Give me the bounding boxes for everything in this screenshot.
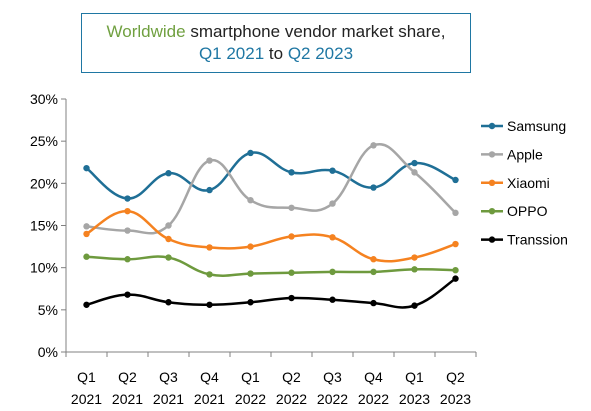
data-point-transsion (370, 299, 377, 307)
data-point-transsion (247, 299, 254, 306)
data-point-samsung (247, 149, 254, 157)
legend-marker-oppo (488, 208, 496, 215)
data-point-apple (124, 227, 131, 234)
title-part-end: Q2 2023 (287, 44, 354, 63)
data-point-oppo (165, 254, 172, 261)
chart-title: Worldwide smartphone vendor market share… (81, 13, 471, 73)
data-point-apple (288, 204, 295, 211)
data-point-oppo (124, 256, 131, 263)
data-point-samsung (124, 195, 131, 202)
series-line-xiaomi (85, 209, 456, 263)
data-point-transsion (288, 294, 295, 302)
data-point-transsion (411, 302, 418, 309)
data-point-oppo (83, 253, 90, 260)
data-point-oppo (370, 268, 377, 276)
data-point-oppo (247, 270, 254, 277)
x-tick-label-year: 2023 (399, 391, 430, 407)
x-tick-label-year: 2022 (317, 391, 348, 407)
x-tick-label-quarter: Q1 (241, 369, 260, 385)
y-tick-label: 25% (30, 133, 58, 149)
data-point-apple (83, 223, 90, 230)
data-point-transsion (206, 301, 213, 308)
title-part-main: smartphone vendor market share, (185, 22, 446, 41)
x-tick-label-year: 2022 (358, 391, 389, 407)
x-tick-label-year: 2021 (71, 391, 102, 407)
x-tick-label-quarter: Q3 (323, 369, 342, 385)
data-point-apple (329, 200, 336, 207)
data-point-oppo (452, 266, 459, 274)
data-point-oppo (411, 266, 418, 273)
legend-label-samsung: Samsung (507, 118, 566, 134)
data-point-xiaomi (83, 230, 90, 238)
data-point-transsion (329, 296, 336, 303)
x-tick-label-year: 2021 (153, 391, 184, 407)
x-tick-label-year: 2021 (194, 391, 225, 407)
data-point-apple (247, 197, 254, 204)
data-point-xiaomi (329, 234, 336, 241)
y-tick-label: 5% (38, 302, 58, 318)
data-point-transsion (165, 299, 172, 306)
y-tick-label: 10% (30, 260, 58, 276)
x-tick-label-year: 2021 (112, 391, 143, 407)
data-point-xiaomi (206, 244, 213, 251)
series-line-oppo (86, 255, 456, 277)
legend-label-xiaomi: Xiaomi (507, 175, 550, 191)
legend-marker-transsion (488, 236, 496, 243)
data-point-oppo (288, 269, 295, 276)
title-part-worldwide: Worldwide (106, 22, 186, 41)
legend-marker-xiaomi (488, 179, 496, 186)
legend-label-apple: Apple (507, 146, 543, 162)
x-tick-label-quarter: Q2 (118, 369, 137, 385)
data-point-oppo (206, 271, 213, 278)
data-point-samsung (165, 170, 172, 177)
series-line-apple (86, 142, 457, 235)
x-tick-label-quarter: Q2 (446, 369, 465, 385)
legend-label-transsion: Transsion (507, 232, 568, 248)
data-point-apple (452, 209, 459, 217)
data-point-samsung (83, 164, 90, 172)
data-point-apple (165, 222, 172, 229)
x-tick-label-quarter: Q1 (405, 369, 424, 385)
data-point-samsung (206, 186, 213, 194)
legend-marker-samsung (488, 122, 496, 130)
x-tick-label-quarter: Q1 (77, 369, 96, 385)
data-point-samsung (370, 184, 377, 191)
data-point-transsion (124, 291, 131, 298)
x-tick-label-quarter: Q4 (200, 369, 219, 385)
title-part-start: Q1 2021 (198, 44, 265, 63)
data-point-samsung (411, 159, 418, 167)
y-tick-label: 20% (30, 175, 58, 191)
x-tick-label-quarter: Q4 (364, 369, 383, 385)
data-point-samsung (288, 169, 295, 176)
data-point-xiaomi (452, 240, 459, 248)
data-point-xiaomi (288, 233, 295, 240)
data-point-transsion (452, 275, 459, 282)
x-tick-label-quarter: Q2 (282, 369, 301, 385)
y-tick-label: 0% (38, 344, 58, 360)
x-tick-label-year: 2023 (440, 391, 471, 407)
y-tick-label: 30% (30, 91, 58, 107)
data-point-oppo (329, 268, 336, 276)
data-point-xiaomi (247, 243, 254, 250)
y-tick-label: 15% (30, 218, 58, 234)
data-point-samsung (329, 167, 336, 174)
data-point-xiaomi (165, 235, 172, 243)
data-point-apple (206, 157, 213, 164)
x-tick-label-year: 2022 (235, 391, 266, 407)
data-point-xiaomi (411, 254, 418, 261)
data-point-xiaomi (124, 207, 131, 215)
x-tick-label-quarter: Q3 (159, 369, 178, 385)
data-point-transsion (83, 301, 90, 308)
legend-label-oppo: OPPO (507, 203, 548, 219)
legend-marker-apple (488, 151, 496, 158)
title-part-to: to (264, 44, 288, 63)
series-line-samsung (85, 151, 457, 200)
data-point-samsung (452, 176, 459, 184)
data-point-apple (370, 142, 377, 149)
x-tick-label-year: 2022 (276, 391, 307, 407)
data-point-xiaomi (370, 256, 377, 263)
series-line-transsion (86, 277, 457, 309)
data-point-apple (411, 169, 418, 176)
